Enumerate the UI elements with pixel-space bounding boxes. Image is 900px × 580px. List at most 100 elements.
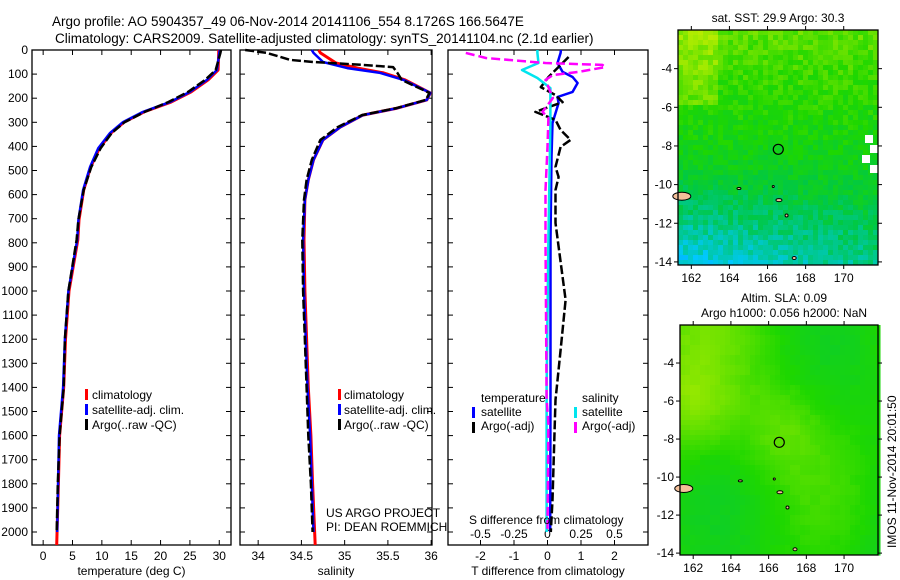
lat-tick-label: -14 xyxy=(655,255,673,269)
lat-tick-label: -4 xyxy=(663,356,674,370)
x-tick-label: 35.5 xyxy=(376,549,400,563)
legend-label: Argo(-adj) xyxy=(582,419,635,433)
depth-tick-label: 300 xyxy=(8,115,28,129)
lon-tick-label: 170 xyxy=(834,561,854,575)
legend-label: Argo(-adj) xyxy=(481,419,534,433)
x-tick-label: 1 xyxy=(578,549,585,563)
x-tick-label: 15 xyxy=(125,549,139,563)
difference-panel: -2 -1 0 1 2T difference from climatology -0.5… xyxy=(447,49,649,578)
x-tick-label: 36 xyxy=(424,549,438,563)
depth-tick-label: 400 xyxy=(8,139,28,153)
island-coastline xyxy=(784,213,789,218)
depth-tick-label: 600 xyxy=(8,188,28,202)
depth-tick-label: 1400 xyxy=(1,380,28,394)
difference-legend: temperature salinity satellite Argo(-adj… xyxy=(469,391,635,527)
figure-title-line2: Climatology: CARS2009. Satellite-adjuste… xyxy=(55,31,594,46)
lat-tick-label: -12 xyxy=(655,216,673,230)
legend-swatch-s-satellite xyxy=(574,407,577,418)
s-axis-label: S difference from climatology xyxy=(469,513,624,527)
x-tick-label: 0 xyxy=(40,549,47,563)
plot-frame xyxy=(239,49,433,546)
pi-credit: PI: DEAN ROEMMICH xyxy=(326,520,447,534)
sla-map-subtitle: Argo h1000: 0.056 h2000: NaN xyxy=(701,306,867,320)
argo-float-marker xyxy=(773,436,785,448)
sla-map-panel: 162 164 166 168 170 -4 -6 -8 -10 -12 -14 Altim. SLA… xyxy=(657,291,882,575)
plot-frame xyxy=(447,49,649,546)
island-coastline xyxy=(776,490,784,495)
island-coastline xyxy=(785,505,790,510)
missing-data-cell xyxy=(870,145,878,153)
temperature-legend: climatology satellite-adj. clim. Argo(..… xyxy=(85,388,184,432)
missing-data-cell xyxy=(870,165,878,173)
lon-tick-label: 170 xyxy=(834,271,854,285)
depth-tick-label: 1200 xyxy=(1,332,28,346)
x-tick-label: -1 xyxy=(509,549,520,563)
s-tick-label: 0.5 xyxy=(606,527,623,541)
depth-tick-label: 100 xyxy=(8,67,28,81)
legend-label: Argo(..raw -QC) xyxy=(344,418,429,432)
series-line-climatology xyxy=(302,49,432,546)
x-tick-label: 2 xyxy=(611,549,618,563)
sla-field xyxy=(680,325,881,556)
legend-label: satellite-adj. clim. xyxy=(92,403,184,417)
argo-float-marker xyxy=(772,143,784,155)
x-axis-label: salinity xyxy=(318,564,355,578)
s-tick-label: 0.25 xyxy=(569,527,593,541)
depth-tick-label: 200 xyxy=(8,91,28,105)
depth-tick-label: 1500 xyxy=(1,405,28,419)
lat-tick-label: -10 xyxy=(657,470,675,484)
island-coastline xyxy=(672,191,692,201)
lat-tick-label: -10 xyxy=(655,178,673,192)
sst-field xyxy=(678,30,879,266)
sst-map-panel: 162 164 166 168 170 -4 -6 -8 -10 -12 -14 sat. SST: … xyxy=(655,11,882,285)
series-line-argo-raw-qc- xyxy=(245,48,431,533)
sla-map-title: Altim. SLA: 0.09 xyxy=(741,291,827,305)
lon-tick-label: 164 xyxy=(721,561,741,575)
lon-tick-label: 162 xyxy=(683,561,703,575)
legend-swatch-climatology xyxy=(85,389,88,400)
x-axis-label: temperature (deg C) xyxy=(77,564,185,578)
legend-label: Argo(..raw -QC) xyxy=(92,418,177,432)
island-coastline xyxy=(792,547,798,552)
x-tick-label: 30 xyxy=(213,549,227,563)
depth-tick-label: 800 xyxy=(8,236,28,250)
missing-data-cell xyxy=(862,155,870,163)
lon-tick-label: 168 xyxy=(796,271,816,285)
series-line-salinity-satellite xyxy=(520,50,552,532)
lon-tick-label: 168 xyxy=(796,561,816,575)
legend-label: satellite-adj. clim. xyxy=(344,403,436,417)
missing-data-cell xyxy=(865,135,873,143)
lat-tick-label: -6 xyxy=(661,100,672,114)
lat-tick-label: -8 xyxy=(663,432,674,446)
x-tick-label: 20 xyxy=(154,549,168,563)
depth-tick-label: 500 xyxy=(8,164,28,178)
project-credit: US ARGO PROJECT xyxy=(326,506,441,520)
depth-tick-label: 1800 xyxy=(1,477,28,491)
lat-tick-label: -14 xyxy=(657,546,675,560)
lat-tick-label: -12 xyxy=(657,508,675,522)
map-frame xyxy=(677,29,879,266)
lon-tick-label: 162 xyxy=(681,271,701,285)
map-frame xyxy=(679,324,879,556)
x-tick-label: 10 xyxy=(95,549,109,563)
legend-swatch-t-argo xyxy=(472,422,475,433)
x-tick-label: -2 xyxy=(475,549,486,563)
depth-tick-label: 1300 xyxy=(1,356,28,370)
island-coastline xyxy=(791,256,797,261)
legend-heading-salinity: salinity xyxy=(582,391,619,405)
legend-label: climatology xyxy=(92,388,152,402)
lon-tick-label: 166 xyxy=(759,561,779,575)
s-tick-label: -0.25 xyxy=(500,527,528,541)
x-tick-label: 5 xyxy=(69,549,76,563)
depth-tick-label: 1700 xyxy=(1,453,28,467)
x-tick-label: 34.5 xyxy=(290,549,314,563)
lon-tick-label: 164 xyxy=(719,271,739,285)
island-coastline xyxy=(736,186,742,190)
s-tick-label: 0 xyxy=(544,527,551,541)
depth-tick-label: 700 xyxy=(8,212,28,226)
island-coastline xyxy=(772,477,776,481)
series-line-satellite-adj-clim- xyxy=(55,49,222,533)
legend-swatch-t-satellite xyxy=(472,407,475,418)
temperature-panel: 0 5 10 15 20 25 30 temperature (deg C) 0 100 200 30… xyxy=(1,43,232,578)
